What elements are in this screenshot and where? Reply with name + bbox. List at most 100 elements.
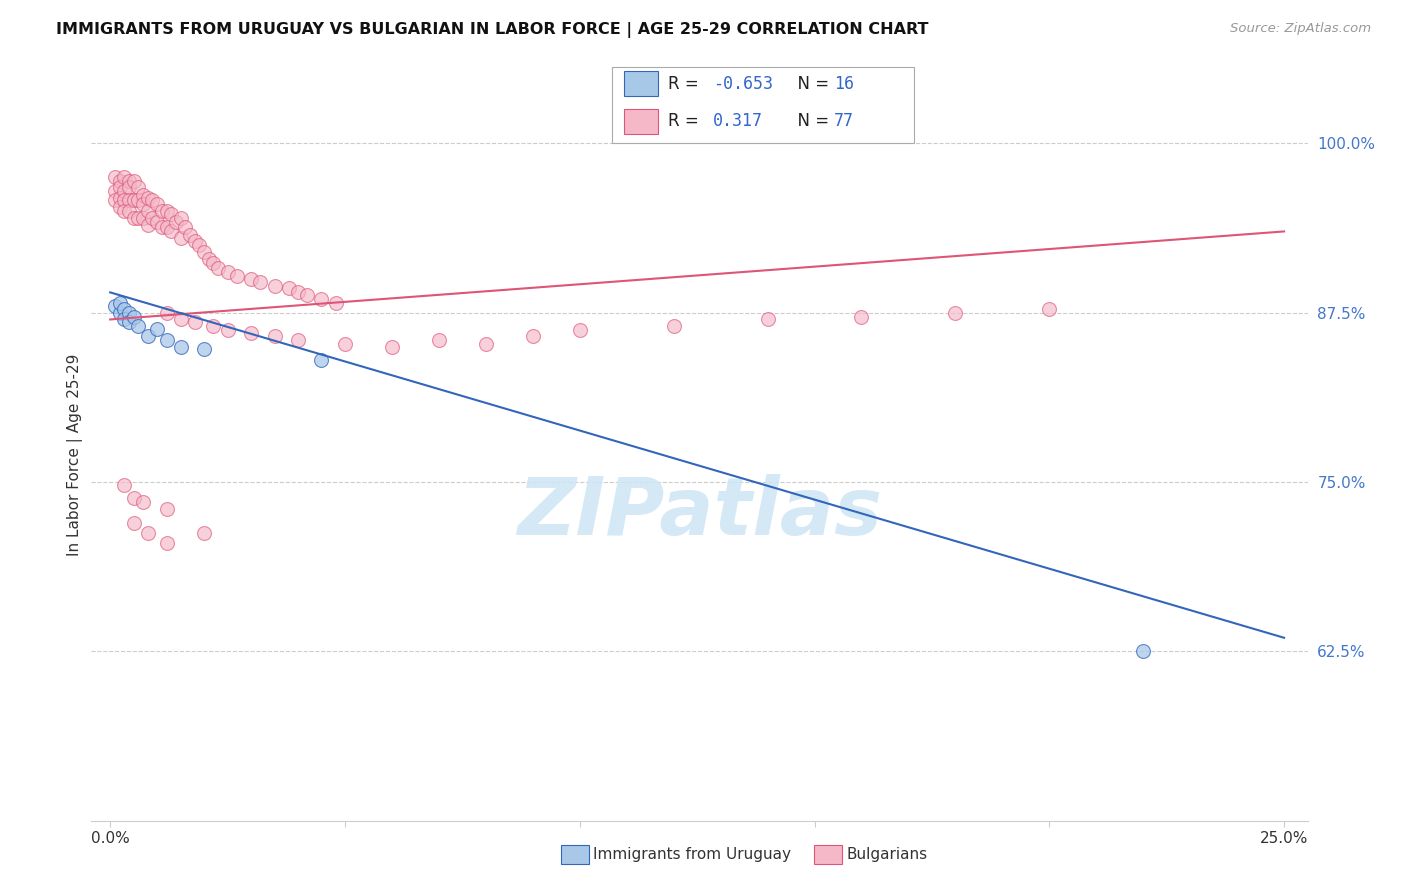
Point	[568, 323, 591, 337]
Point	[311, 353, 333, 368]
Point	[165, 215, 187, 229]
Point	[202, 319, 225, 334]
Point	[427, 333, 450, 347]
Point	[112, 312, 135, 326]
Point	[146, 215, 169, 229]
Point	[150, 220, 173, 235]
Point	[160, 207, 183, 221]
Point	[150, 204, 173, 219]
Point	[104, 299, 127, 313]
Text: 16: 16	[834, 75, 853, 93]
Text: IMMIGRANTS FROM URUGUAY VS BULGARIAN IN LABOR FORCE | AGE 25-29 CORRELATION CHAR: IMMIGRANTS FROM URUGUAY VS BULGARIAN IN …	[56, 22, 929, 38]
Point	[108, 190, 131, 204]
Text: Immigrants from Uruguay: Immigrants from Uruguay	[593, 847, 792, 862]
Point	[104, 170, 127, 185]
Point	[240, 326, 263, 340]
Point	[183, 234, 205, 248]
Y-axis label: In Labor Force | Age 25-29: In Labor Force | Age 25-29	[67, 354, 83, 556]
Point	[240, 272, 263, 286]
Point	[112, 204, 135, 219]
Point	[193, 244, 215, 259]
Point	[263, 278, 285, 293]
Text: Source: ZipAtlas.com: Source: ZipAtlas.com	[1230, 22, 1371, 36]
Point	[136, 204, 159, 219]
Point	[333, 336, 356, 351]
Point	[174, 220, 197, 235]
Point	[112, 184, 135, 198]
Point	[155, 536, 177, 550]
Point	[155, 502, 177, 516]
Point	[1038, 301, 1060, 316]
Point	[381, 340, 404, 354]
Point	[193, 526, 215, 541]
Point	[146, 197, 169, 211]
Point	[155, 333, 177, 347]
Point	[197, 252, 219, 266]
Point	[127, 211, 149, 225]
Point	[118, 315, 141, 329]
Point	[756, 312, 779, 326]
Point	[136, 526, 159, 541]
Point	[169, 231, 191, 245]
Point	[132, 495, 155, 509]
Point	[132, 187, 155, 202]
Point	[141, 211, 163, 225]
Text: -0.653: -0.653	[713, 75, 773, 93]
Point	[155, 204, 177, 219]
Point	[127, 194, 149, 208]
Point	[112, 194, 135, 208]
Point	[207, 260, 229, 275]
Point	[136, 328, 159, 343]
Point	[169, 340, 191, 354]
Text: 0.317: 0.317	[713, 112, 763, 130]
Point	[146, 322, 169, 336]
Point	[122, 174, 145, 188]
Point	[108, 200, 131, 214]
Point	[475, 336, 498, 351]
Point	[122, 310, 145, 324]
Point	[127, 319, 149, 334]
Point	[112, 477, 135, 491]
Point	[179, 228, 201, 243]
Point	[662, 319, 685, 334]
Point	[118, 194, 141, 208]
Text: R =: R =	[668, 75, 704, 93]
Point	[112, 301, 135, 316]
Point	[108, 179, 131, 194]
Point	[287, 333, 309, 347]
Point	[122, 194, 145, 208]
Text: R =: R =	[668, 112, 709, 130]
Point	[136, 190, 159, 204]
Point	[297, 288, 319, 302]
Point	[851, 310, 873, 324]
Point	[155, 306, 177, 320]
Point	[193, 343, 215, 357]
Point	[108, 296, 131, 310]
Point	[945, 306, 967, 320]
Point	[118, 306, 141, 320]
Point	[118, 204, 141, 219]
Point	[104, 184, 127, 198]
Point	[108, 174, 131, 188]
Point	[122, 516, 145, 530]
Point	[287, 285, 309, 300]
Point	[160, 224, 183, 238]
Point	[132, 197, 155, 211]
Point	[132, 211, 155, 225]
Point	[122, 211, 145, 225]
Point	[217, 265, 239, 279]
Point	[104, 194, 127, 208]
Point	[108, 306, 131, 320]
Point	[136, 218, 159, 232]
Point	[118, 174, 141, 188]
Text: Bulgarians: Bulgarians	[846, 847, 928, 862]
Point	[141, 194, 163, 208]
Point	[127, 179, 149, 194]
Point	[155, 220, 177, 235]
Text: 77: 77	[834, 112, 853, 130]
Point	[122, 491, 145, 506]
Point	[169, 312, 191, 326]
Point	[311, 292, 333, 306]
Point	[249, 275, 271, 289]
Point	[217, 323, 239, 337]
